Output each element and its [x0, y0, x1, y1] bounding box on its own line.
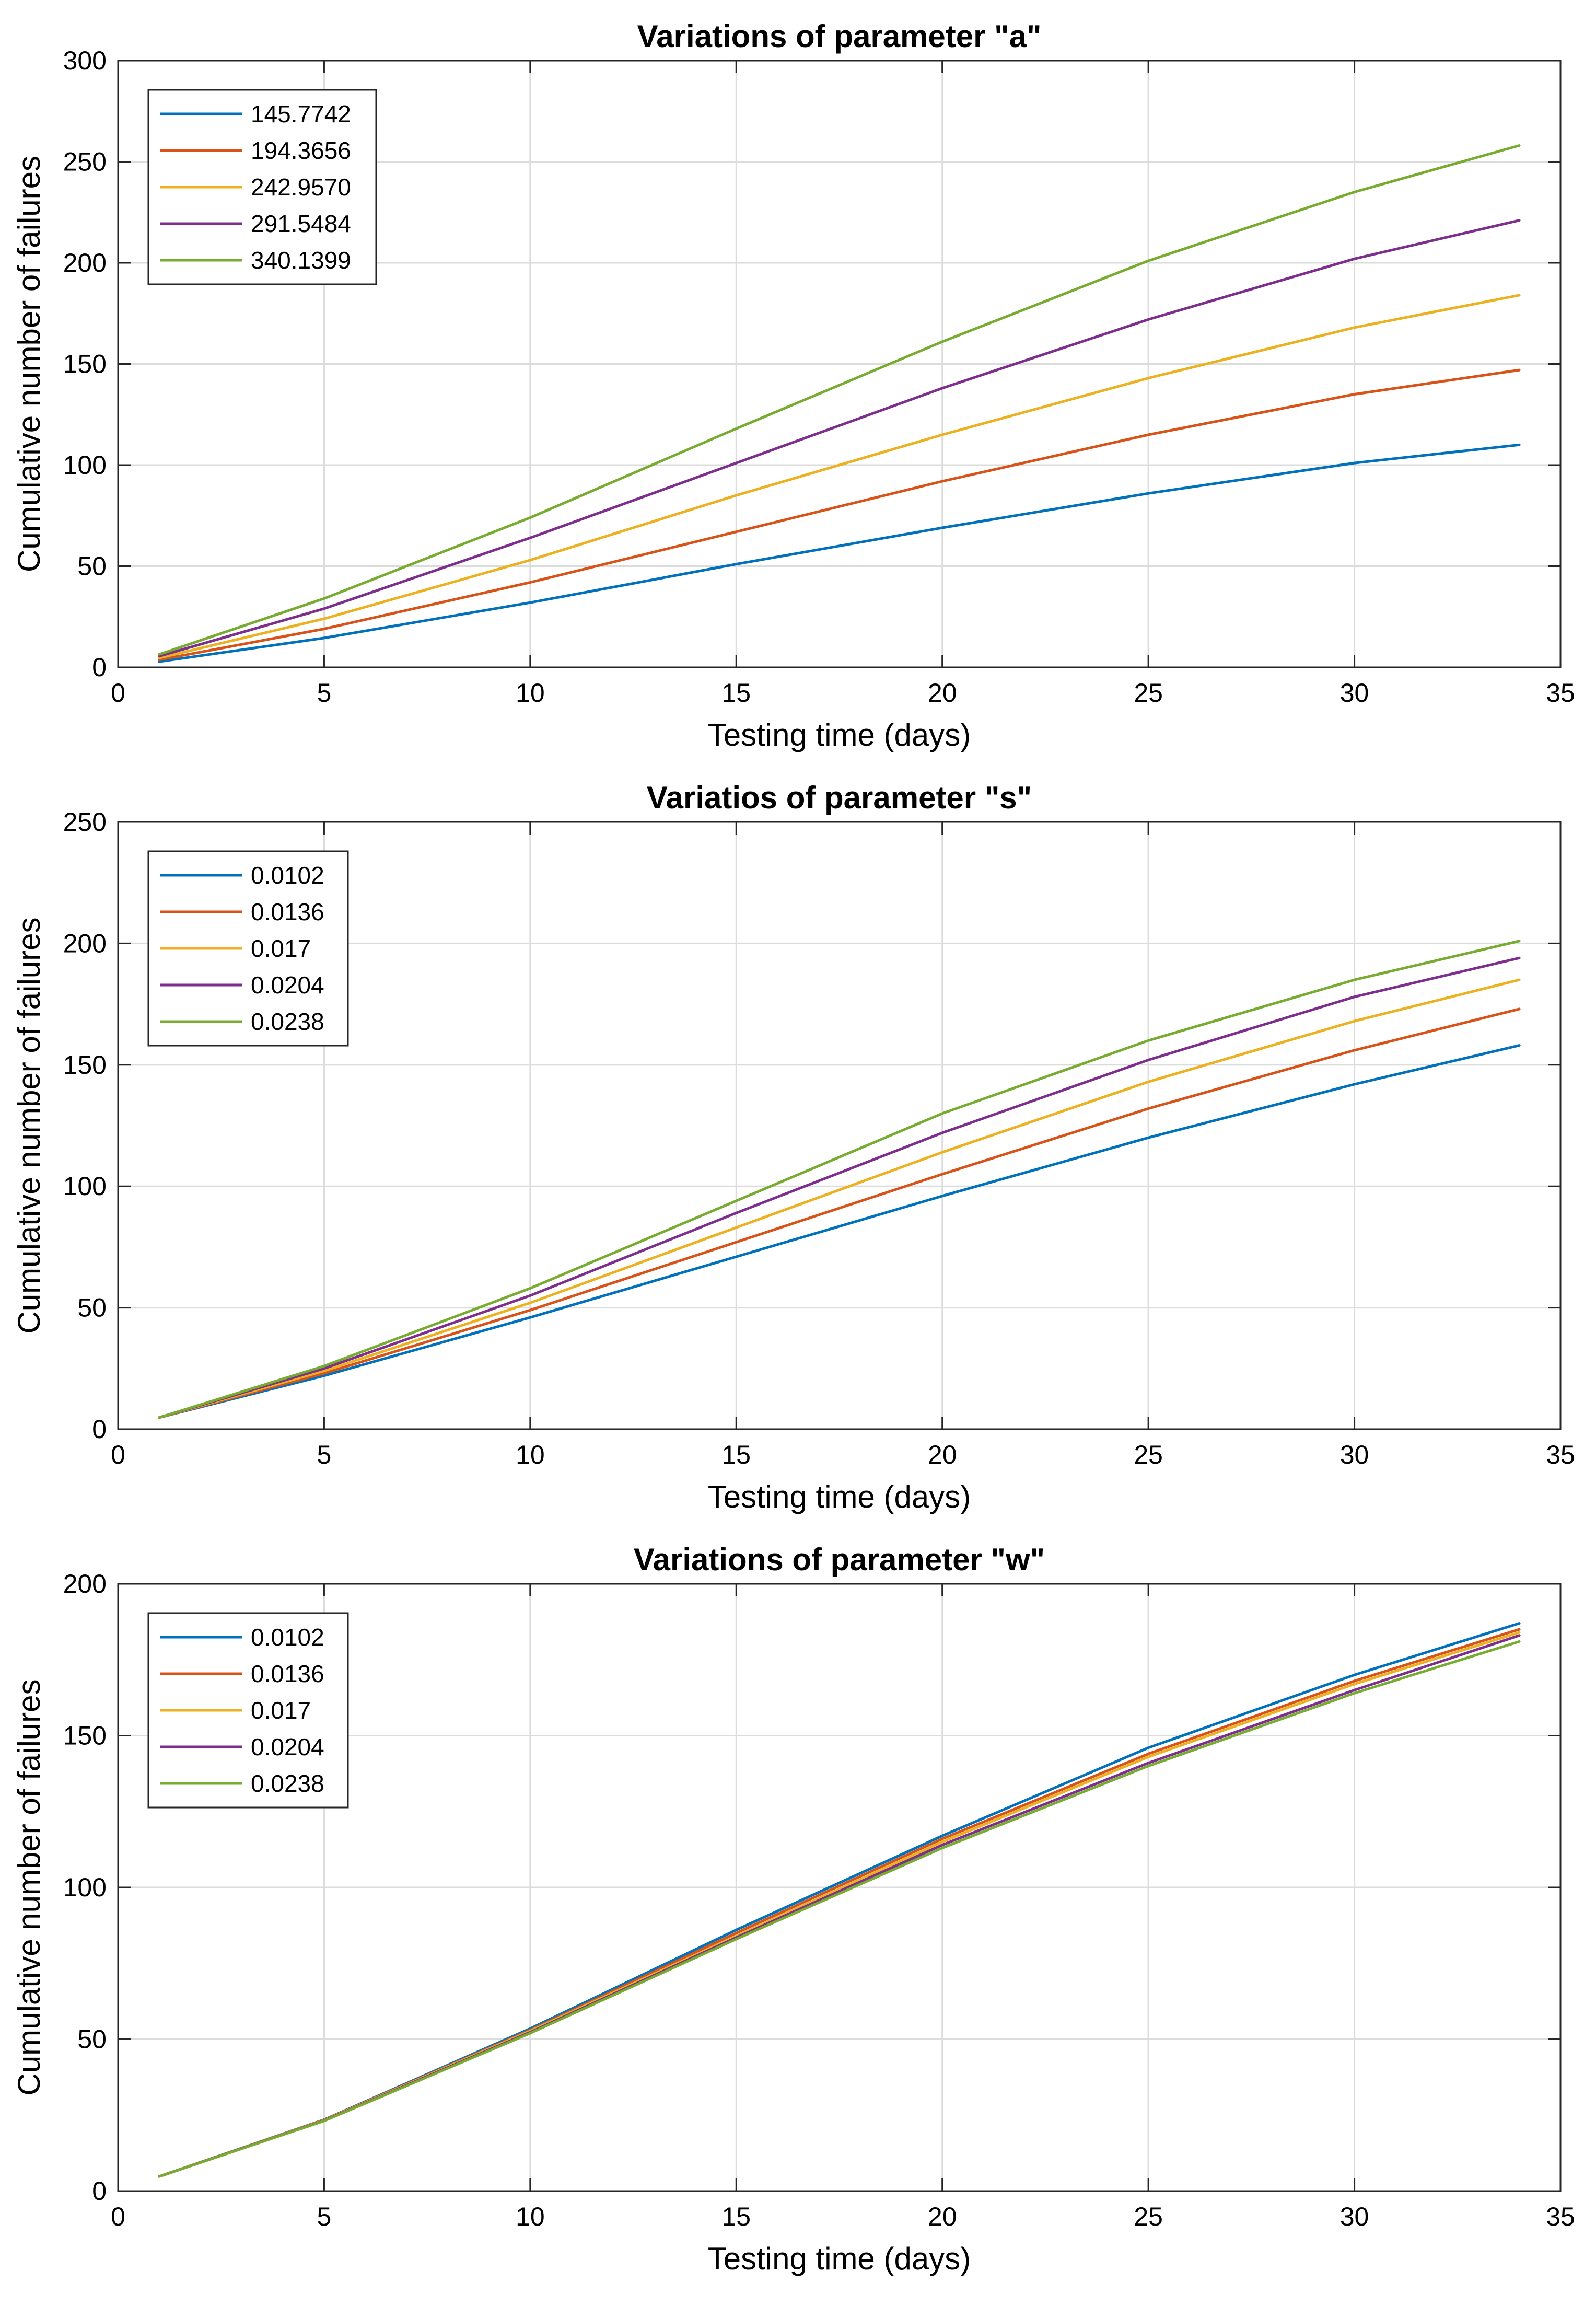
chart-title: Variations of parameter "w": [634, 1542, 1045, 1577]
x-tick-label: 10: [516, 678, 545, 708]
y-tick-label: 200: [63, 1569, 107, 1598]
x-tick-label: 30: [1340, 678, 1369, 708]
x-tick-label: 25: [1134, 2202, 1163, 2231]
legend: 0.0102 0.0136 0.017 0.0204 0.0238: [147, 1612, 349, 1809]
chart-3: 0 5 10 15 20 25 30 35 0 50 100 150 200 Variations of …: [11, 1542, 1575, 2276]
y-tick-label: 0: [92, 2176, 107, 2206]
x-tick-label: 5: [317, 1440, 332, 1469]
y-tick-label: 50: [77, 2025, 107, 2054]
legend-label-5: 0.0238: [251, 1008, 324, 1035]
legend-label-5: 0.0238: [251, 1770, 324, 1797]
x-tick-label: 0: [111, 2202, 125, 2231]
x-tick-label: 20: [928, 2202, 957, 2231]
legend-label-4: 0.0204: [251, 1733, 324, 1760]
x-tick-label: 5: [317, 2202, 332, 2231]
x-tick-label: 35: [1546, 2202, 1575, 2231]
x-tick-label: 15: [721, 1440, 751, 1469]
chart-title: Variations of parameter "a": [637, 19, 1042, 54]
legend-label-2: 0.0136: [251, 1660, 324, 1687]
series-line-4: [158, 956, 1521, 1419]
x-tick-label: 10: [516, 1440, 545, 1469]
legend-label-1: 145.7742: [251, 100, 351, 128]
series-line-4: [158, 219, 1521, 658]
y-tick-label: 250: [63, 807, 107, 837]
axes-box: [117, 60, 1562, 668]
legend-label-2: 194.3656: [251, 137, 351, 164]
x-axis-label: Testing time (days): [708, 717, 971, 752]
legend-label-3: 0.017: [251, 1697, 311, 1724]
x-tick-label: 35: [1546, 678, 1575, 708]
legend-label-2: 0.0136: [251, 898, 324, 925]
x-tick-label: 30: [1340, 1440, 1369, 1469]
legend-label-4: 291.5484: [251, 210, 351, 237]
axes-box: [117, 1583, 1562, 2192]
series-line-1: [158, 443, 1521, 663]
y-tick-label: 150: [63, 1721, 107, 1751]
series-line-1: [158, 1044, 1521, 1419]
legend: 145.7742 194.3656 242.9570 291.5484 340.1399: [147, 89, 377, 285]
series-line-3: [158, 978, 1521, 1419]
x-tick-label: 15: [721, 678, 751, 708]
x-tick-label: 0: [111, 1440, 125, 1469]
y-tick-label: 150: [63, 1050, 107, 1080]
legend-label-1: 0.0102: [251, 862, 324, 889]
y-tick-label: 100: [63, 450, 107, 480]
y-tick-label: 150: [63, 350, 107, 379]
series-line-2: [158, 368, 1521, 662]
chart-2: 0 5 10 15 20 25 30 35 0 50 100 150 200 250 Variatios o…: [11, 780, 1575, 1514]
y-tick-label: 200: [63, 929, 107, 958]
series-line-5: [158, 1640, 1521, 2178]
legend-label-5: 340.1399: [251, 247, 351, 274]
x-tick-label: 30: [1340, 2202, 1369, 2231]
x-axis-label: Testing time (days): [708, 1479, 971, 1514]
legend-label-1: 0.0102: [251, 1624, 324, 1651]
legend-label-3: 242.9570: [251, 173, 351, 201]
y-tick-label: 300: [63, 46, 107, 75]
chart-1: 0 5 10 15 20 25 30 35 0 50 100 150 200 250 300 Variatio…: [11, 19, 1575, 752]
axes-box: [117, 821, 1562, 1430]
legend-label-3: 0.017: [251, 935, 311, 962]
x-tick-label: 5: [317, 678, 332, 708]
chart-title: Variatios of parameter "s": [647, 780, 1032, 815]
y-tick-label: 100: [63, 1172, 107, 1201]
x-tick-label: 15: [721, 2202, 751, 2231]
x-tick-label: 20: [928, 678, 957, 708]
series-line-3: [158, 294, 1521, 659]
y-tick-label: 50: [77, 552, 107, 581]
y-tick-label: 200: [63, 248, 107, 277]
y-tick-label: 100: [63, 1873, 107, 1902]
y-tick-label: 250: [63, 147, 107, 177]
x-tick-label: 25: [1134, 678, 1163, 708]
x-tick-label: 35: [1546, 1440, 1575, 1469]
series-line-2: [158, 1007, 1521, 1419]
y-axis-label: Cumulative number of failures: [11, 1679, 46, 2095]
legend-label-4: 0.0204: [251, 971, 324, 999]
series-line-5: [158, 144, 1521, 656]
y-tick-label: 50: [77, 1293, 107, 1323]
y-tick-label: 0: [92, 1415, 107, 1444]
y-tick-label: 0: [92, 653, 107, 682]
x-tick-label: 0: [111, 678, 125, 708]
x-axis-label: Testing time (days): [708, 2241, 971, 2276]
x-tick-label: 10: [516, 2202, 545, 2231]
legend: 0.0102 0.0136 0.017 0.0204 0.0238: [147, 850, 349, 1047]
x-tick-label: 20: [928, 1440, 957, 1469]
y-axis-label: Cumulative number of failures: [11, 917, 46, 1334]
series-line-5: [158, 940, 1521, 1419]
plot-area: [118, 822, 1560, 1429]
y-axis-label: Cumulative number of failures: [11, 156, 46, 572]
x-tick-label: 25: [1134, 1440, 1163, 1469]
